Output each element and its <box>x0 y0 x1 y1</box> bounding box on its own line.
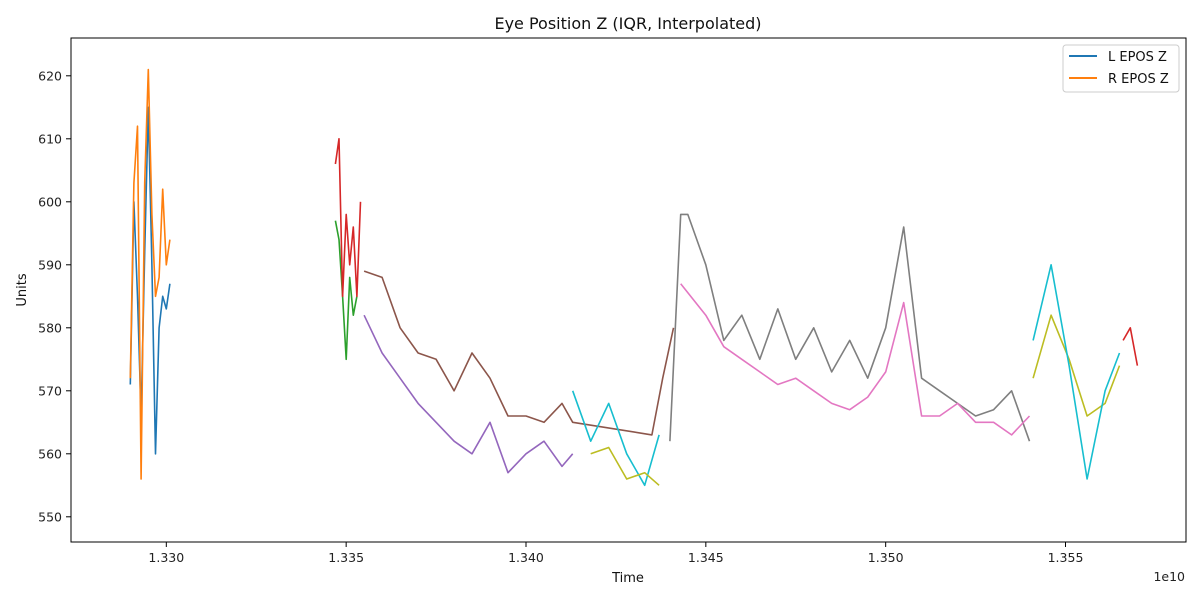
y-axis-label: Units <box>15 273 30 306</box>
x-axis: 1.330 1.335 1.340 1.345 1.350 1.355 <box>148 542 1083 565</box>
x-tick-label: 1.345 <box>688 550 724 565</box>
legend-label-r-epos-z: R EPOS Z <box>1108 72 1169 87</box>
legend-label-l-epos-z: L EPOS Z <box>1108 50 1167 65</box>
series-line-segment-7 <box>590 446 660 486</box>
series-line-segment-12 <box>1122 326 1139 366</box>
y-tick-label: 550 <box>38 509 62 524</box>
series-layer <box>129 68 1139 487</box>
y-tick-label: 560 <box>38 446 62 461</box>
y-tick-label: 620 <box>38 68 62 83</box>
legend: L EPOS Z R EPOS Z <box>1062 44 1180 93</box>
y-tick-label: 610 <box>38 131 62 146</box>
x-axis-offset-label: 1e10 <box>1153 569 1185 584</box>
series-line-segment-2 <box>334 220 358 361</box>
series-line-segment-11 <box>1032 263 1121 480</box>
y-axis: 550 560 570 580 590 600 610 620 <box>38 68 71 524</box>
series-line-segment-5 <box>363 270 675 436</box>
y-tick-label: 600 <box>38 194 62 209</box>
series-line-segment-4 <box>363 314 574 474</box>
x-tick-label: 1.350 <box>868 550 904 565</box>
y-tick-label: 580 <box>38 320 62 335</box>
y-tick-label: 570 <box>38 383 62 398</box>
series-line-segment-9 <box>680 283 1031 436</box>
series-line-segment-8 <box>669 213 1031 442</box>
x-tick-label: 1.330 <box>148 550 184 565</box>
series-line-r-epos-z <box>129 68 171 480</box>
x-tick-label: 1.340 <box>508 550 544 565</box>
series-line-segment-10 <box>1032 314 1121 417</box>
y-tick-label: 590 <box>38 257 62 272</box>
x-tick-label: 1.355 <box>1048 550 1084 565</box>
series-line-segment-6 <box>571 390 660 487</box>
plot-area <box>70 37 1187 543</box>
x-axis-label: Time <box>611 571 644 586</box>
x-tick-label: 1.335 <box>328 550 364 565</box>
axes-frame <box>70 37 1187 543</box>
chart-title: Eye Position Z (IQR, Interpolated) <box>494 14 761 33</box>
series-line-segment-3 <box>334 138 362 298</box>
series-line-l-epos-z <box>129 106 171 455</box>
